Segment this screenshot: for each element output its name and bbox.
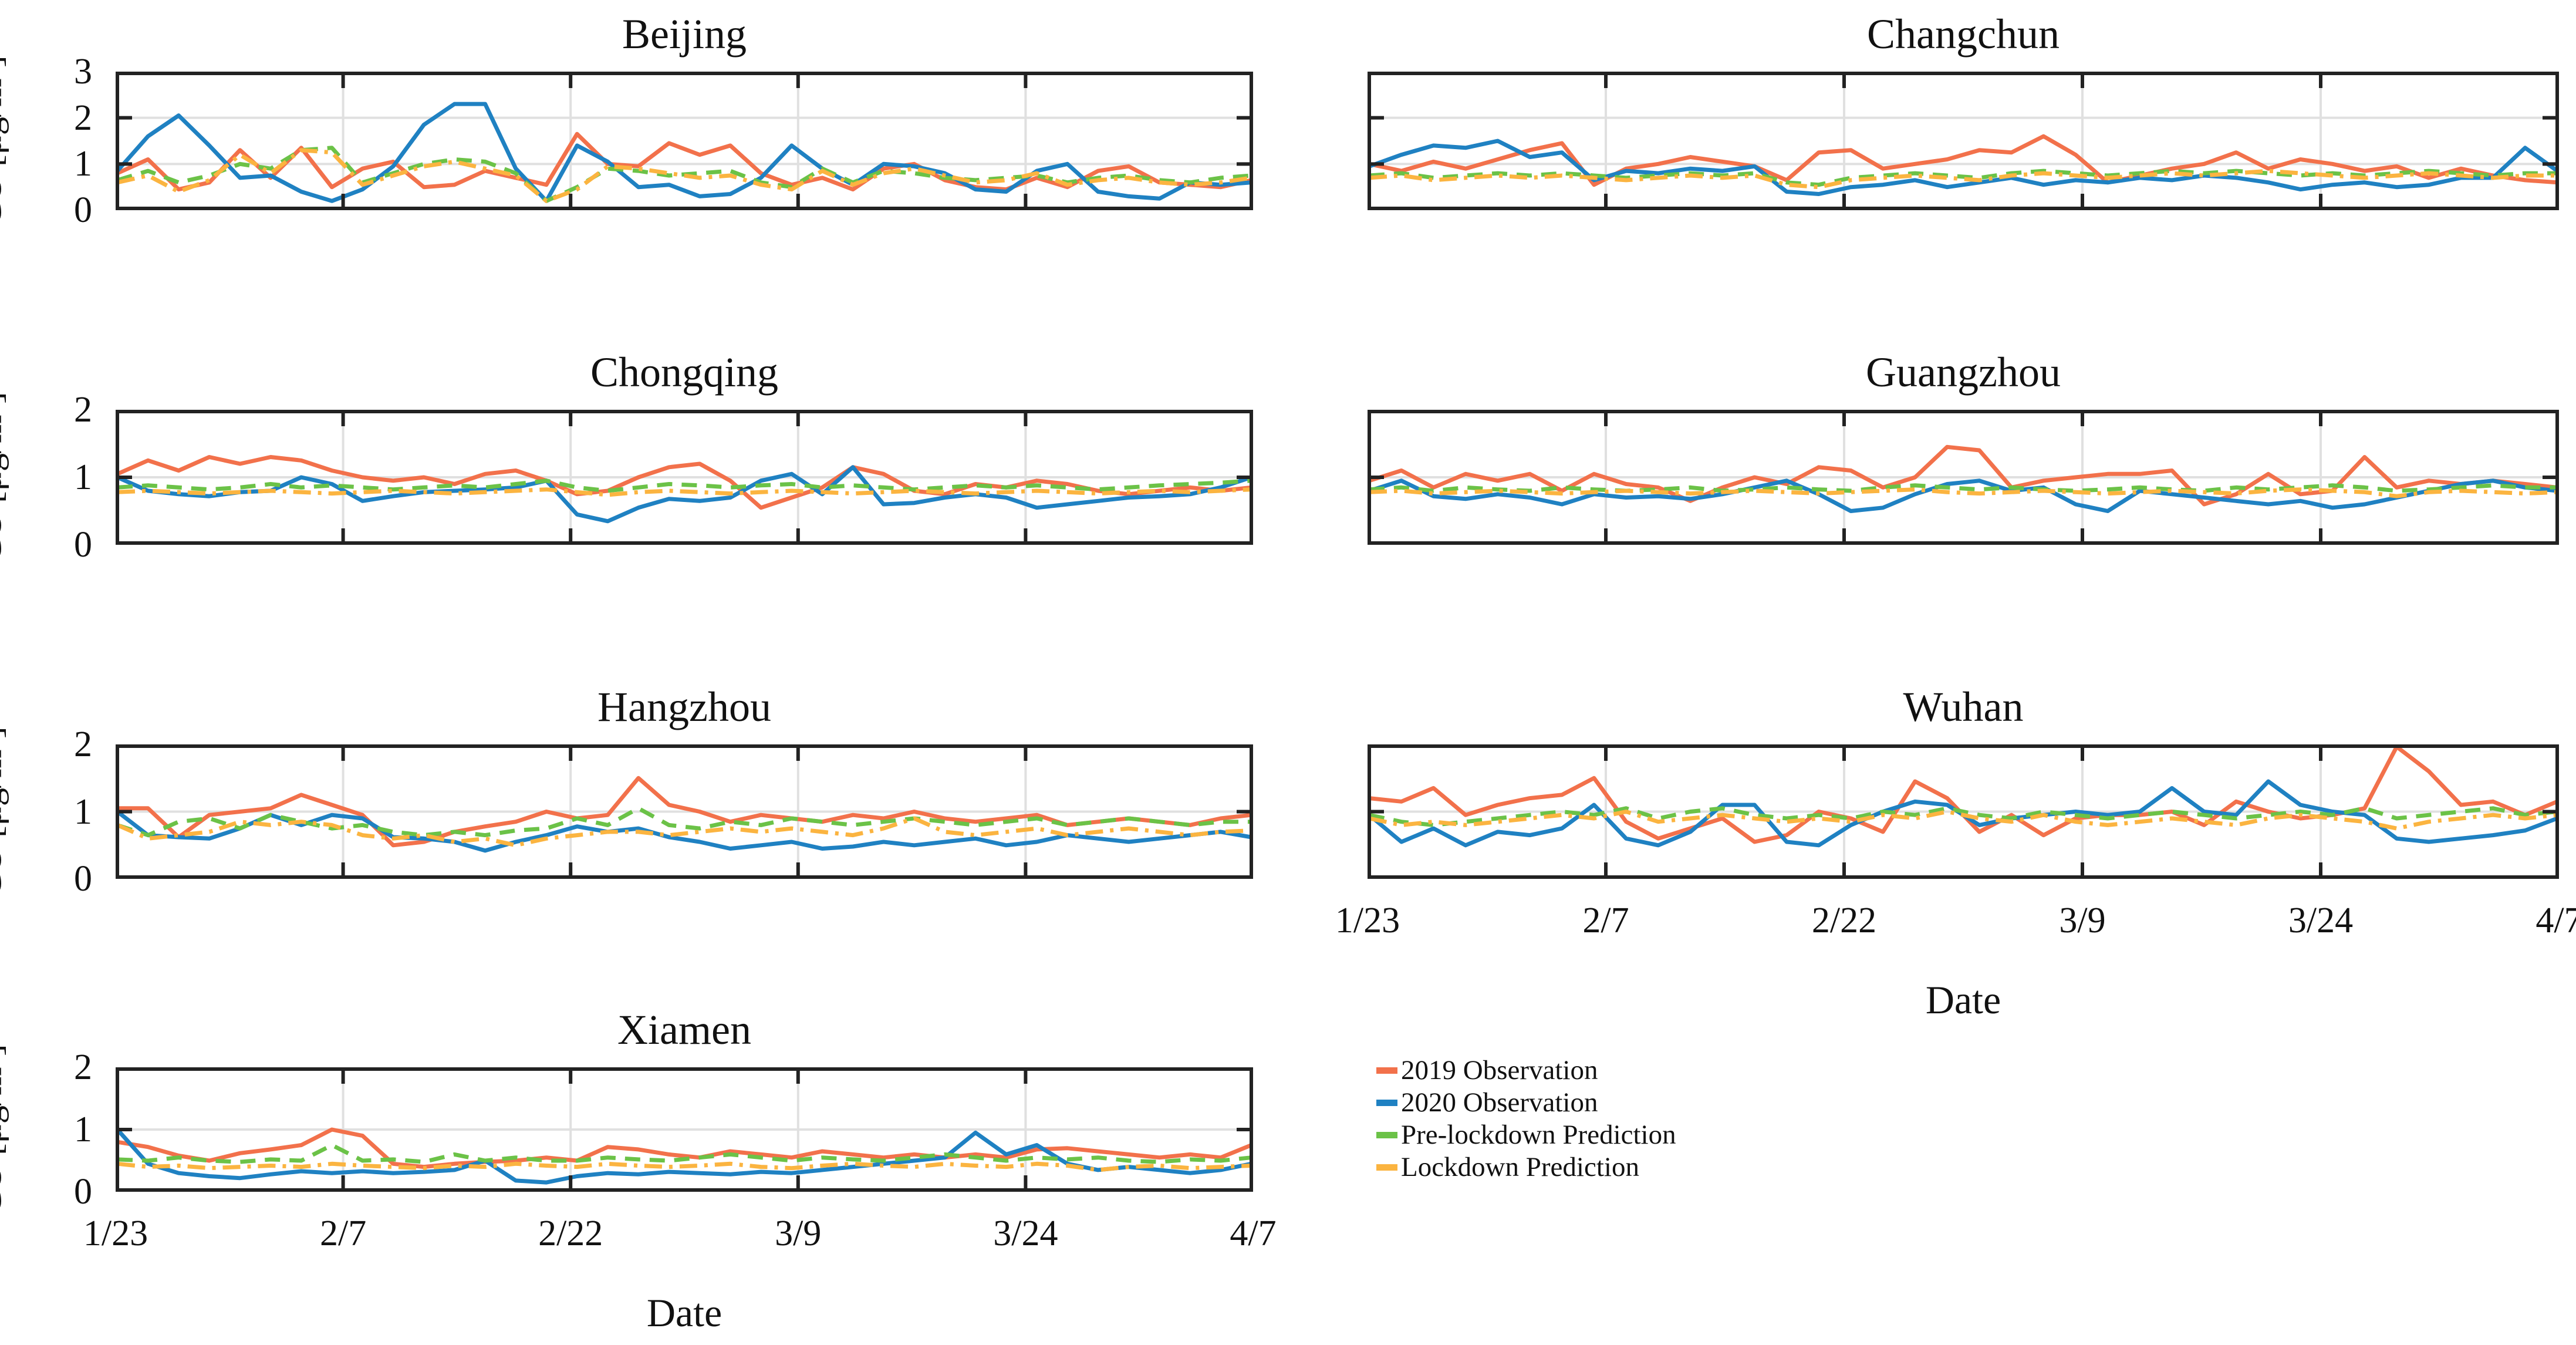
series-line-2020-observation [1368, 139, 2559, 196]
plot-hangzhou [116, 744, 1253, 879]
plot-border [1368, 410, 2559, 545]
x-tick-label: 2/7 [319, 1213, 367, 1253]
y-tick-label: 0 [74, 1172, 92, 1212]
x-tick-label: 1/23 [83, 1213, 148, 1253]
plot-changchun [1368, 72, 2559, 210]
series-line-2020-observation [1368, 478, 2559, 513]
series-line-lockdown-prediction [116, 816, 1252, 848]
legend-swatch-2020-observation [1376, 1099, 1397, 1106]
series-line-pre-lockdown-prediction [117, 1143, 1252, 1164]
series-line-lockdown-prediction [117, 1161, 1252, 1172]
legend-swatch-pre-lockdown-prediction [1376, 1131, 1397, 1138]
x-tick-label: 2/22 [538, 1213, 603, 1253]
y-tick-label: 1 [74, 1110, 92, 1150]
y-axis-label-text: CO [μg/m³] [0, 1044, 9, 1215]
plot-border [1368, 72, 2559, 210]
x-tick-label: 2/22 [1811, 901, 1877, 941]
y-axis-label: CO [μg/m³] [0, 392, 10, 562]
x-tick-label: 4/7 [1230, 1213, 1277, 1253]
y-tick-label: 2 [74, 724, 92, 764]
series-line-2019-observation [1368, 134, 2559, 187]
x-tick-label: 3/9 [2059, 901, 2106, 941]
y-axis-label: CO [μg/m³] [0, 55, 10, 226]
x-tick-label: 3/9 [775, 1213, 822, 1253]
plot-border [116, 1067, 1253, 1192]
x-axis-label: Date [1925, 977, 2001, 1022]
series-line-pre-lockdown-prediction [116, 806, 1251, 838]
series-line-2020-observation [116, 465, 1253, 524]
y-tick-label: 1 [74, 144, 92, 184]
title-hangzhou: Hangzhou [597, 683, 771, 730]
series-line-lockdown-prediction [117, 148, 1252, 203]
legend-swatch-2019-observation [1376, 1067, 1397, 1074]
series-line-pre-lockdown-prediction [1369, 168, 2557, 187]
title-beijing: Beijing [622, 11, 747, 58]
plot-border [116, 744, 1253, 879]
x-tick-label: 2/7 [1582, 901, 1629, 941]
legend-item-2020-observation: 2020 Observation [1376, 1087, 1598, 1118]
legend-item-2019-observation: 2019 Observation [1376, 1054, 1598, 1086]
y-tick-label: 1 [74, 791, 92, 832]
y-tick-label: 2 [74, 97, 92, 138]
legend-label: Pre-lockdown Prediction [1401, 1120, 1676, 1150]
y-tick-label: 0 [74, 190, 92, 230]
series-line-2019-observation [116, 455, 1253, 510]
plot-chongqing [116, 410, 1253, 545]
x-tick-label: 4/7 [2536, 901, 2576, 941]
y-axis-label-text: CO [μg/m³] [0, 392, 9, 563]
y-tick-label: 2 [74, 390, 92, 430]
title-changchun: Changchun [1867, 11, 2060, 58]
title-xiamen: Xiamen [617, 1006, 751, 1053]
plot-border [116, 410, 1253, 545]
legend-label: 2019 Observation [1401, 1055, 1598, 1086]
series-line-pre-lockdown-prediction [1369, 806, 2558, 827]
series-line-lockdown-prediction [1369, 810, 2558, 831]
y-tick-label: 1 [74, 457, 92, 497]
series-line-2020-observation [116, 1127, 1253, 1185]
x-tick-label: 3/24 [993, 1213, 1058, 1253]
title-wuhan: Wuhan [1903, 683, 2024, 730]
y-tick-label: 3 [74, 52, 92, 92]
series-line-pre-lockdown-prediction [117, 478, 1252, 493]
y-tick-label: 0 [74, 859, 92, 899]
series-line-lockdown-prediction [117, 487, 1252, 497]
y-axis-label: CO [μg/m³] [0, 726, 10, 897]
y-axis-label: CO [μg/m³] [0, 1044, 10, 1215]
legend: 2019 Observation 2020 Observation Pre-lo… [1376, 1054, 1905, 1195]
plot-beijing [116, 72, 1253, 210]
y-axis-label-text: CO [μg/m³] [0, 55, 9, 227]
series-line-2020-observation [116, 102, 1253, 203]
legend-swatch-lockdown-prediction [1376, 1164, 1397, 1171]
legend-item-pre-lockdown-prediction: Pre-lockdown Prediction [1376, 1119, 1676, 1151]
y-tick-label: 0 [74, 525, 92, 565]
legend-label: 2020 Observation [1401, 1087, 1598, 1118]
title-chongqing: Chongqing [590, 349, 779, 396]
plot-guangzhou [1368, 410, 2559, 545]
series-line-2019-observation [116, 1127, 1253, 1169]
x-axis-label: Date [646, 1290, 723, 1335]
title-guangzhou: Guangzhou [1866, 349, 2061, 396]
y-tick-label: 2 [74, 1047, 92, 1087]
legend-label: Lockdown Prediction [1401, 1152, 1639, 1182]
x-tick-label: 3/24 [2288, 901, 2354, 941]
plot-border [1368, 744, 2559, 879]
plot-wuhan [1368, 744, 2559, 879]
plot-xiamen [116, 1067, 1253, 1192]
series-line-lockdown-prediction [1369, 487, 2558, 498]
series-line-2019-observation [116, 132, 1253, 192]
y-axis-label-text: CO [μg/m³] [0, 726, 9, 898]
series-line-pre-lockdown-prediction [1369, 483, 2557, 493]
plot-border [116, 72, 1253, 210]
series-line-lockdown-prediction [1369, 168, 2557, 190]
x-tick-label: 1/23 [1335, 901, 1400, 941]
legend-item-lockdown-prediction: Lockdown Prediction [1376, 1151, 1639, 1183]
